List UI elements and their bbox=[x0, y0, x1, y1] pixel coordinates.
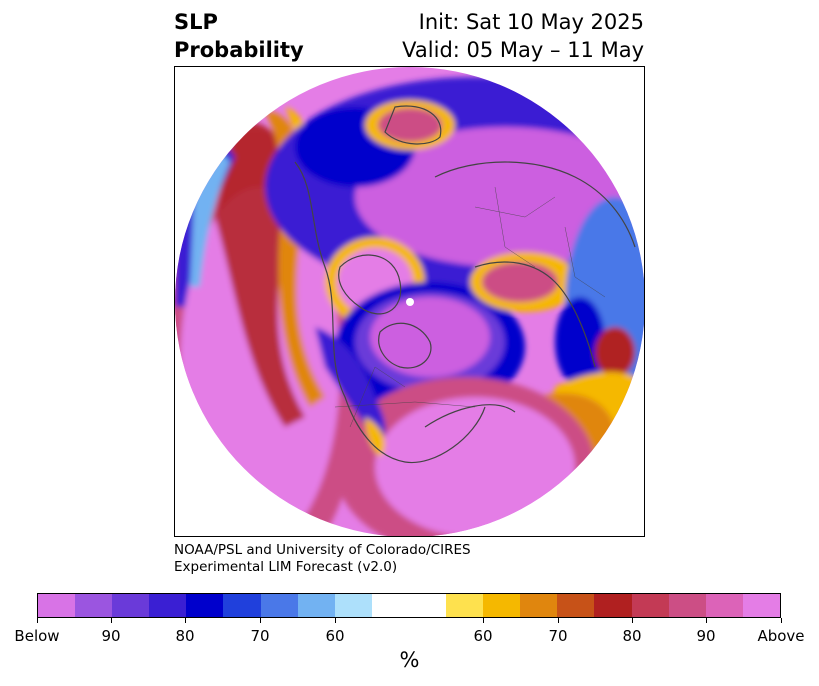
colorbar-tick bbox=[781, 618, 782, 623]
colorbar-segment bbox=[260, 594, 298, 617]
colorbar-segment bbox=[149, 594, 187, 617]
coastline-arctic-islands bbox=[378, 322, 432, 369]
colorbar-segment bbox=[594, 594, 632, 617]
probability-map bbox=[175, 67, 644, 536]
title-variable: SLP bbox=[174, 10, 218, 34]
probability-field bbox=[175, 67, 644, 536]
colorbar-tick-label: 60 bbox=[325, 627, 345, 645]
border-4 bbox=[494, 186, 536, 268]
colorbar-tick-label: Below bbox=[14, 627, 60, 645]
credit-line-1: NOAA/PSL and University of Colorado/CIRE… bbox=[174, 542, 471, 558]
colorbar-tick bbox=[483, 618, 484, 623]
coastline-hudson-bay bbox=[338, 254, 402, 315]
coastline-greenland bbox=[384, 105, 442, 145]
colorbar-tick-label: 70 bbox=[548, 627, 568, 645]
colorbar-segment bbox=[483, 594, 521, 617]
title-type: Probability bbox=[174, 38, 304, 62]
credit-line-2: Experimental LIM Forecast (v2.0) bbox=[174, 559, 398, 575]
colorbar-segment bbox=[38, 594, 76, 617]
border-2 bbox=[349, 366, 406, 428]
colorbar-tick-label: 80 bbox=[175, 627, 195, 645]
colorbar-ticks: Below 90 80 70 60 60 70 80 90 Above bbox=[0, 618, 819, 648]
colorbar-tick bbox=[335, 618, 336, 623]
europe-above-core bbox=[482, 262, 558, 302]
coastline-europe bbox=[474, 261, 596, 368]
colorbar-segment bbox=[297, 594, 335, 617]
colorbar bbox=[37, 593, 781, 618]
colorbar-segment bbox=[186, 594, 224, 617]
forecast-dates: Init: Sat 10 May 2025 Valid: 05 May – 11… bbox=[402, 8, 644, 64]
coastline-south bbox=[424, 404, 516, 428]
coastline-north-america bbox=[294, 161, 486, 464]
colorbar-segment bbox=[705, 594, 743, 617]
borders bbox=[334, 186, 606, 428]
colorbar-tick bbox=[706, 618, 707, 623]
east-below-core bbox=[555, 297, 605, 387]
border-1 bbox=[334, 401, 476, 408]
coastlines bbox=[294, 105, 636, 464]
colorbar-tick bbox=[37, 618, 38, 623]
colorbar-tick bbox=[185, 618, 186, 623]
greenland-above-core bbox=[378, 108, 442, 142]
credit: NOAA/PSL and University of Colorado/CIRE… bbox=[174, 542, 471, 576]
colorbar-segment bbox=[223, 594, 261, 617]
colorbar-tick bbox=[558, 618, 559, 623]
coastline-asia bbox=[434, 161, 636, 248]
colorbar-segment bbox=[631, 594, 669, 617]
na-above-tip bbox=[365, 417, 385, 457]
colorbar-tick-label: 60 bbox=[473, 627, 493, 645]
colorbar-segment bbox=[334, 594, 372, 617]
colorbar-segment bbox=[557, 594, 595, 617]
colorbar-tick bbox=[260, 618, 261, 623]
pole-marker bbox=[406, 298, 414, 306]
colorbar-segment bbox=[446, 594, 484, 617]
colorbar-unit: % bbox=[399, 648, 420, 672]
colorbar-tick-label: 90 bbox=[696, 627, 716, 645]
colorbar-tick-label: 70 bbox=[250, 627, 270, 645]
colorbar-segment bbox=[371, 594, 447, 617]
border-5 bbox=[564, 226, 606, 298]
colorbar-segment bbox=[742, 594, 780, 617]
colorbar-tick-label: 80 bbox=[622, 627, 642, 645]
na-below-tongue bbox=[315, 327, 386, 442]
south-above-core bbox=[375, 397, 575, 536]
colorbar-tick bbox=[111, 618, 112, 623]
map-panel bbox=[174, 66, 645, 537]
colorbar-segment bbox=[75, 594, 113, 617]
chart-title: SLP Probability bbox=[174, 8, 304, 64]
colorbar-tick bbox=[632, 618, 633, 623]
init-date: Init: Sat 10 May 2025 bbox=[418, 10, 644, 34]
colorbar-segment bbox=[112, 594, 150, 617]
colorbar-segment bbox=[668, 594, 706, 617]
colorbar-segment bbox=[520, 594, 558, 617]
border-3 bbox=[474, 196, 556, 218]
east-above-spot bbox=[595, 327, 635, 377]
colorbar-tick-label: 90 bbox=[101, 627, 121, 645]
colorbar-tick-label: Above bbox=[757, 627, 805, 645]
valid-range: Valid: 05 May – 11 May bbox=[402, 38, 644, 62]
pacific-orange-band bbox=[265, 111, 325, 408]
arctic-below-core bbox=[370, 297, 490, 377]
